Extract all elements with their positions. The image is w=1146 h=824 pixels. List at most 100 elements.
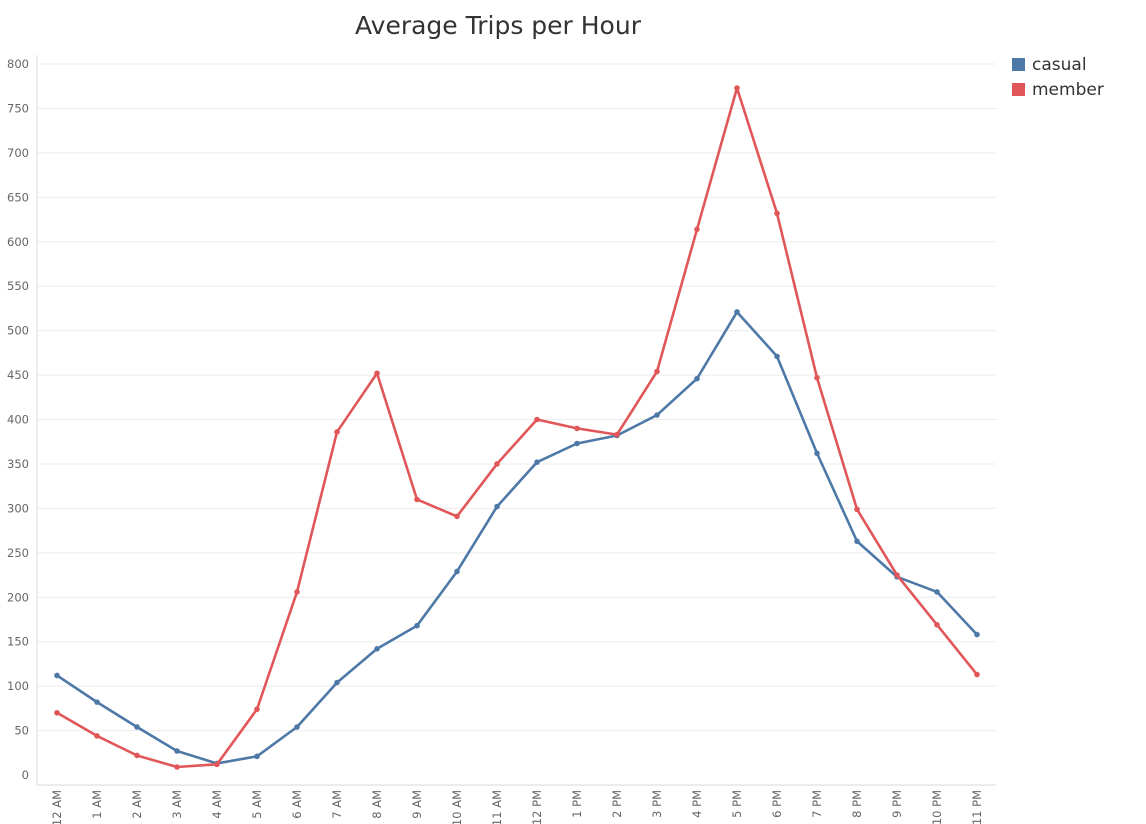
y-tick-label: 150 <box>7 635 29 649</box>
legend-label-member: member <box>1032 80 1104 100</box>
y-tick-label: 450 <box>7 368 29 382</box>
y-tick-label: 50 <box>14 724 29 738</box>
x-tick-label: 11 PM <box>970 790 984 824</box>
y-tick-label: 800 <box>7 57 29 71</box>
data-point-casual <box>654 412 660 418</box>
x-tick-label: 6 PM <box>770 790 784 818</box>
x-axis-ticks: 12 AM 1 AM 2 AM 3 AM 4 AM 5 AM 6 AM 7 AM 8 AM 9 A… <box>50 790 984 824</box>
chart-title: Average Trips per Hour <box>355 11 642 40</box>
y-tick-label: 350 <box>7 457 29 471</box>
x-tick-label: 7 AM <box>330 790 344 819</box>
y-axis-ticks: 0 50 100 150 200 250 300 350 400 450 500 550 600 650 7… <box>7 57 29 782</box>
y-tick-label: 100 <box>7 679 29 693</box>
data-point-casual <box>134 724 140 730</box>
x-tick-label: 9 AM <box>410 790 424 819</box>
y-tick-label: 300 <box>7 501 29 515</box>
x-tick-label: 4 AM <box>210 790 224 819</box>
data-point-casual <box>334 679 340 686</box>
x-tick-label: 5 PM <box>730 790 744 818</box>
data-point-member <box>494 461 500 467</box>
series-line-casual <box>55 310 979 765</box>
series-line-member <box>55 86 979 769</box>
data-point-member <box>94 733 100 739</box>
data-point-member <box>694 226 700 233</box>
x-tick-label: 10 AM <box>450 790 464 824</box>
x-tick-label: 12 AM <box>50 790 64 824</box>
x-tick-label: 2 PM <box>610 790 624 818</box>
x-tick-label: 6 AM <box>290 790 304 819</box>
data-point-member <box>454 513 460 520</box>
data-point-casual <box>814 450 820 457</box>
data-point-casual <box>734 309 740 315</box>
x-tick-label: 4 PM <box>690 790 704 818</box>
x-tick-label: 8 PM <box>850 790 864 818</box>
x-tick-label: 2 AM <box>130 790 144 819</box>
data-point-casual <box>854 538 860 545</box>
data-point-casual <box>774 353 780 360</box>
y-tick-label: 650 <box>7 190 29 204</box>
data-point-member <box>334 429 340 435</box>
data-point-member <box>614 431 620 438</box>
data-point-casual <box>974 631 980 638</box>
data-point-member <box>294 589 300 595</box>
data-point-member <box>814 374 820 381</box>
data-point-casual <box>174 748 180 754</box>
data-point-member <box>574 425 580 432</box>
y-tick-label: 600 <box>7 235 29 249</box>
legend: casual member <box>1012 55 1104 100</box>
data-point-casual <box>54 672 60 679</box>
data-point-member <box>854 506 860 513</box>
y-tick-label: 250 <box>7 546 29 560</box>
series-lines <box>54 85 980 770</box>
y-tick-label: 400 <box>7 413 29 427</box>
data-point-member <box>254 706 260 713</box>
y-tick-label: 550 <box>7 279 29 293</box>
x-tick-label: 7 PM <box>810 790 824 818</box>
x-tick-label: 12 PM <box>530 790 544 824</box>
data-point-member <box>934 622 940 628</box>
data-point-member <box>134 752 140 759</box>
data-point-member <box>214 761 220 768</box>
data-point-casual <box>534 459 540 465</box>
legend-swatch-casual <box>1012 58 1025 71</box>
data-point-member <box>374 370 380 377</box>
data-point-member <box>774 210 780 217</box>
data-point-member <box>894 572 900 578</box>
y-tick-label: 500 <box>7 324 29 338</box>
y-tick-label: 200 <box>7 590 29 604</box>
data-point-casual <box>414 622 420 629</box>
data-point-casual <box>694 375 700 382</box>
y-tick-label: 700 <box>7 146 29 160</box>
data-point-casual <box>94 699 100 705</box>
x-tick-label: 11 AM <box>490 790 504 824</box>
data-point-casual <box>494 503 500 510</box>
axes <box>36 55 996 786</box>
legend-swatch-member <box>1012 83 1025 96</box>
x-tick-label: 1 PM <box>570 790 584 818</box>
gridlines <box>37 63 996 732</box>
data-point-casual <box>254 753 260 760</box>
data-point-member <box>734 85 740 91</box>
data-point-member <box>534 416 540 423</box>
data-point-casual <box>294 724 300 730</box>
x-tick-label: 3 PM <box>650 790 664 818</box>
data-point-member <box>654 368 660 375</box>
x-tick-label: 9 PM <box>890 790 904 818</box>
data-point-casual <box>454 568 460 575</box>
data-point-member <box>974 671 980 678</box>
x-tick-label: 5 AM <box>250 790 264 819</box>
data-point-member <box>174 764 180 770</box>
data-point-casual <box>374 645 380 652</box>
data-point-member <box>54 709 60 716</box>
x-tick-label: 8 AM <box>370 790 384 819</box>
x-tick-label: 3 AM <box>170 790 184 819</box>
data-point-member <box>414 496 420 503</box>
y-tick-label: 750 <box>7 101 29 115</box>
x-tick-label: 1 AM <box>90 790 104 819</box>
legend-label-casual: casual <box>1032 55 1087 75</box>
x-tick-label: 10 PM <box>930 790 944 824</box>
y-tick-label: 0 <box>22 768 29 782</box>
data-point-casual <box>934 589 940 595</box>
data-point-casual <box>574 440 580 447</box>
